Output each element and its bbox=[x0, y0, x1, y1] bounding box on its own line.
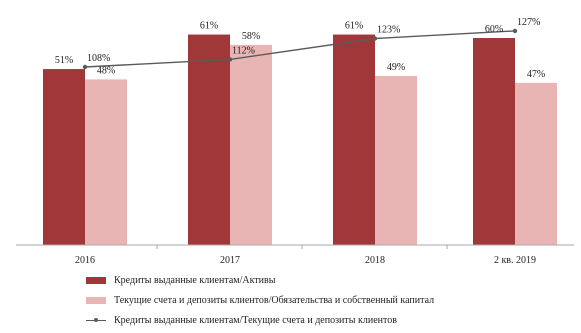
line-point bbox=[372, 36, 378, 41]
legend-item-loans-to-assets: Кредиты выданные клиентам/Активы bbox=[86, 270, 576, 290]
bar-label-loans-to-assets: 61% bbox=[345, 21, 363, 32]
bar-label-deposits-to-liabilities: 47% bbox=[527, 69, 545, 80]
ratio-line bbox=[82, 28, 518, 70]
bars bbox=[43, 34, 557, 246]
line-point bbox=[512, 28, 518, 34]
legend-swatch-light-pink bbox=[86, 296, 106, 304]
line-loans-to-deposits bbox=[84, 30, 516, 68]
legend-label: Текущие счета и депозиты клиентов/Обязат… bbox=[114, 294, 435, 306]
legend-item-loans-to-deposits: Кредиты выданные клиентам/Текущие счета … bbox=[86, 310, 576, 330]
x-tick-label: 2 кв. 2019 bbox=[494, 255, 536, 266]
line-label-loans-to-deposits: 127% bbox=[517, 17, 540, 28]
bar-label-loans-to-assets: 60% bbox=[485, 24, 503, 35]
x-tick-label: 2017 bbox=[220, 255, 240, 266]
bar-label-loans-to-assets: 61% bbox=[200, 21, 218, 32]
bar-deposits-to-liabilities bbox=[85, 79, 127, 246]
legend-label: Кредиты выданные клиентам/Текущие счета … bbox=[114, 314, 397, 326]
data-labels: 51% 48% 61% 58% 61% 49% 60% 47% 108% 112% 123% 127% bbox=[55, 17, 545, 80]
bar-label-loans-to-assets: 51% bbox=[55, 55, 73, 66]
line-point bbox=[82, 64, 88, 70]
legend-item-deposits-to-liabilities: Текущие счета и депозиты клиентов/Обязат… bbox=[86, 290, 576, 310]
bar-loans-to-assets bbox=[188, 34, 230, 245]
bar-loans-to-assets bbox=[473, 38, 515, 245]
legend: Кредиты выданные клиентам/Активы Текущие… bbox=[86, 270, 576, 330]
x-tick-label: 2016 bbox=[75, 255, 95, 266]
bar-deposits-to-liabilities bbox=[375, 75, 417, 245]
legend-label: Кредиты выданные клиентам/Активы bbox=[114, 274, 276, 286]
bar-label-deposits-to-liabilities: 58% bbox=[242, 31, 260, 42]
line-point bbox=[227, 57, 233, 62]
bar-deposits-to-liabilities bbox=[515, 82, 557, 245]
x-tick-label: 2018 bbox=[365, 255, 385, 266]
bar-label-deposits-to-liabilities: 48% bbox=[97, 65, 115, 76]
line-label-loans-to-deposits: 112% bbox=[232, 45, 255, 56]
bar-loans-to-assets bbox=[333, 34, 375, 245]
legend-swatch-dark-red bbox=[86, 276, 106, 284]
bar-loans-to-assets bbox=[43, 69, 85, 245]
line-label-loans-to-deposits: 123% bbox=[377, 25, 400, 36]
line-label-loans-to-deposits: 108% bbox=[87, 53, 110, 64]
bar-label-deposits-to-liabilities: 49% bbox=[387, 62, 405, 73]
bar-deposits-to-liabilities bbox=[230, 44, 272, 246]
x-axis-ticks: 2016 2017 2018 2 кв. 2019 bbox=[75, 245, 536, 266]
legend-line-marker bbox=[86, 317, 106, 324]
